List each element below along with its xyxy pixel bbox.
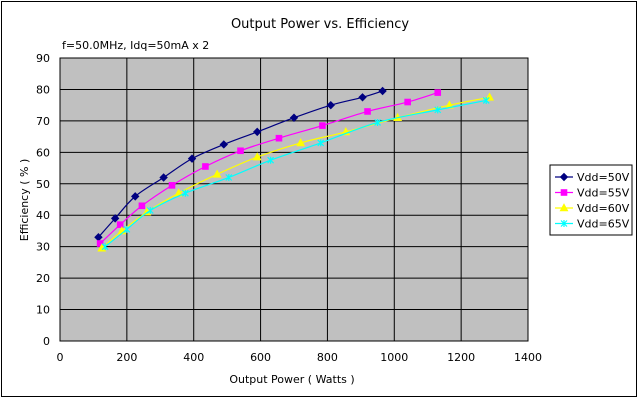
data-point: [237, 147, 244, 155]
legend-marker: [559, 172, 569, 182]
x-tick-label: 400: [183, 351, 204, 364]
legend-item: Vdd=60V: [555, 202, 630, 215]
legend: Vdd=50V Vdd=55V Vdd=60V Vdd=65V: [549, 164, 633, 236]
x-axis-label: Output Power ( Watts ): [229, 373, 354, 386]
series-vdd-50v: [94, 86, 387, 242]
data-point: [404, 98, 411, 106]
y-tick-label: 80: [36, 83, 50, 96]
series-vdd-55v: [96, 89, 442, 247]
y-tick-label: 60: [36, 146, 50, 159]
series-vdd-65v: [101, 96, 490, 251]
data-point: [219, 140, 229, 149]
legend-marker: [560, 220, 568, 227]
data-point: [364, 108, 371, 115]
y-tick-label: 50: [36, 178, 50, 191]
data-point: [378, 86, 387, 96]
data-point: [252, 152, 262, 161]
data-point: [482, 96, 490, 104]
data-point: [202, 163, 209, 170]
data-point: [168, 182, 176, 189]
data-point: [374, 118, 381, 126]
data-point: [434, 89, 442, 96]
data-point: [267, 156, 275, 164]
plot-border: [59, 57, 529, 342]
y-tick-label: 30: [36, 241, 50, 254]
data-point: [181, 189, 189, 197]
data-point: [253, 127, 262, 137]
data-point: [296, 138, 306, 147]
data-point: [434, 106, 442, 114]
chart-annotation: f=50.0MHz, Idq=50mA x 2: [62, 39, 209, 52]
legend-label: Vdd=60V: [577, 202, 630, 215]
data-point: [358, 93, 367, 102]
data-point: [289, 113, 299, 122]
data-point: [116, 221, 124, 228]
data-point: [317, 139, 325, 147]
data-point: [131, 192, 140, 201]
data-point: [110, 214, 120, 223]
x-tick-label: 600: [250, 351, 271, 364]
chart-frame: Output Power vs. Efficiency f=50.0MHz, I…: [1, 1, 637, 397]
x-tick-label: 0: [57, 351, 64, 364]
data-point: [146, 207, 154, 215]
legend-label: Vdd=50V: [577, 171, 630, 184]
plot-background: [60, 58, 528, 341]
data-point: [159, 173, 168, 182]
y-tick-label: 0: [43, 335, 50, 348]
legend-label: Vdd=55V: [577, 187, 630, 200]
chart-title: Output Power vs. Efficiency: [231, 17, 409, 32]
data-point: [326, 100, 335, 110]
legend-item: Vdd=55V: [555, 187, 630, 200]
x-tick-label: 800: [317, 351, 338, 364]
y-axis-label: Efficiency ( % ): [18, 159, 31, 242]
y-tick-label: 90: [36, 52, 50, 65]
x-tick-label: 1200: [447, 351, 475, 364]
data-point: [187, 154, 197, 163]
y-tick-label: 20: [36, 272, 50, 285]
legend-item: Vdd=65V: [555, 218, 630, 231]
y-tick-label: 70: [36, 115, 50, 128]
efficiency-chart: Output Power vs. Efficiency f=50.0MHz, I…: [18, 17, 633, 386]
y-tick-label: 10: [36, 304, 50, 317]
x-tick-label: 1400: [514, 351, 542, 364]
data-point: [96, 240, 104, 247]
plot-area: 0 10 20 30 40 50 60 70 80 90 0 200 400 600 800 1000 1200…: [36, 52, 542, 364]
data-point: [212, 169, 222, 178]
data-point: [138, 202, 146, 210]
legend-marker: [560, 189, 568, 196]
data-point: [123, 225, 131, 233]
legend-item: Vdd=50V: [555, 171, 630, 184]
series-line: [104, 99, 487, 248]
x-tick-label: 200: [116, 351, 137, 364]
data-point: [225, 173, 233, 181]
legend-label: Vdd=65V: [577, 218, 630, 231]
data-point: [319, 122, 326, 129]
x-tick-label: 1000: [380, 351, 408, 364]
data-point: [101, 243, 109, 251]
data-point: [275, 134, 283, 142]
legend-marker: [559, 203, 569, 212]
y-tick-label: 40: [36, 209, 50, 222]
